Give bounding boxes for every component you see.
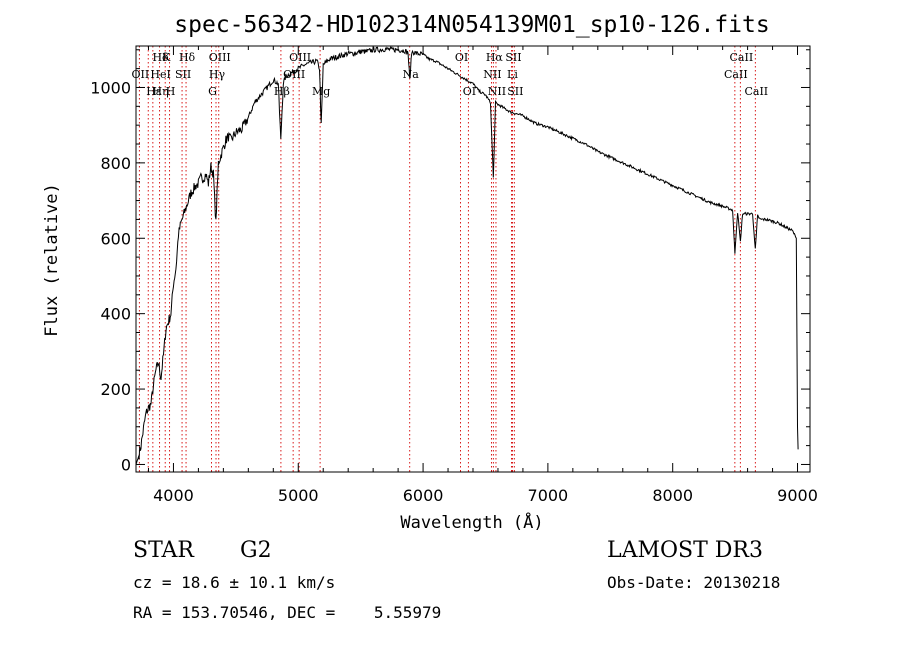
observation-date: Obs-Date: 20130218 xyxy=(607,573,781,592)
x-axis-ticks: 4000 5000 6000 7000 8000 9000 xyxy=(147,46,818,505)
spectral-line-label: Hγ xyxy=(209,68,226,81)
spectral-line-label: G xyxy=(208,85,217,98)
y-tick-label: 600 xyxy=(100,229,131,248)
x-tick-label: 9000 xyxy=(777,486,818,505)
spectral-line-label: SII xyxy=(175,68,191,81)
coordinates: RA = 153.70546, DEC = 5.55979 xyxy=(133,603,442,622)
spectral-line-label: Hη xyxy=(152,85,168,98)
subclass: G2 xyxy=(240,538,272,563)
x-tick-label: 8000 xyxy=(652,486,693,505)
spectral-line-label: OIII xyxy=(283,68,305,81)
object-class: STAR xyxy=(133,538,194,563)
spectral-line-label: CaII xyxy=(744,85,768,98)
flux-series-line xyxy=(135,45,799,465)
spectral-line-label: NII xyxy=(488,85,506,98)
spectral-line-label: OIII xyxy=(209,51,231,64)
spectral-line-label: H xyxy=(166,85,176,98)
spectral-line-label: SII xyxy=(507,85,523,98)
spectral-line-label: CaII xyxy=(730,51,754,64)
spectral-line-label: SII xyxy=(505,51,521,64)
spectral-line-label: Hε xyxy=(146,85,162,98)
spectral-line-label: Na xyxy=(403,68,420,81)
y-tick-label: 0 xyxy=(121,455,131,474)
spectral-line-label: OII xyxy=(132,68,150,81)
spectral-line-label: Li xyxy=(507,68,518,81)
y-axis-ticks: 0 200 400 600 800 1000 xyxy=(90,49,810,474)
x-tick-label: 6000 xyxy=(403,486,444,505)
spectral-line-label: CaII xyxy=(724,68,748,81)
spectral-line-label: OI xyxy=(455,51,468,64)
survey-name: LAMOST DR3 xyxy=(607,538,763,563)
spectral-line-markers xyxy=(138,46,756,472)
y-tick-label: 400 xyxy=(100,305,131,324)
spectral-line-label: Mg xyxy=(312,85,330,98)
spectral-line-label: Hδ xyxy=(179,51,196,64)
plot-frame xyxy=(135,45,811,473)
y-axis-label: Flux (relative) xyxy=(42,183,62,337)
y-tick-label: 800 xyxy=(100,154,131,173)
x-tick-label: 5000 xyxy=(278,486,319,505)
spectral-line-label: HeI xyxy=(150,68,170,81)
x-tick-label: 7000 xyxy=(528,486,569,505)
chart-title: spec-56342-HD102314N054139M01_sp10-126.f… xyxy=(174,12,769,38)
spectral-line-label: Hδ xyxy=(152,51,169,64)
y-tick-label: 1000 xyxy=(90,78,131,97)
x-axis-label: Wavelength (Å) xyxy=(400,511,543,533)
spectral-line-label: Hβ xyxy=(274,85,290,98)
spectral-line-label: NII xyxy=(483,68,501,81)
redshift-cz: cz = 18.6 ± 10.1 km/s xyxy=(133,573,336,592)
spectral-line-label: K xyxy=(162,51,171,64)
spectral-line-label: Hα xyxy=(486,51,504,64)
spectral-line-label: OIII xyxy=(289,51,311,64)
spectral-line-label: OI xyxy=(463,85,476,98)
y-tick-label: 200 xyxy=(100,380,131,399)
x-tick-label: 4000 xyxy=(153,486,194,505)
